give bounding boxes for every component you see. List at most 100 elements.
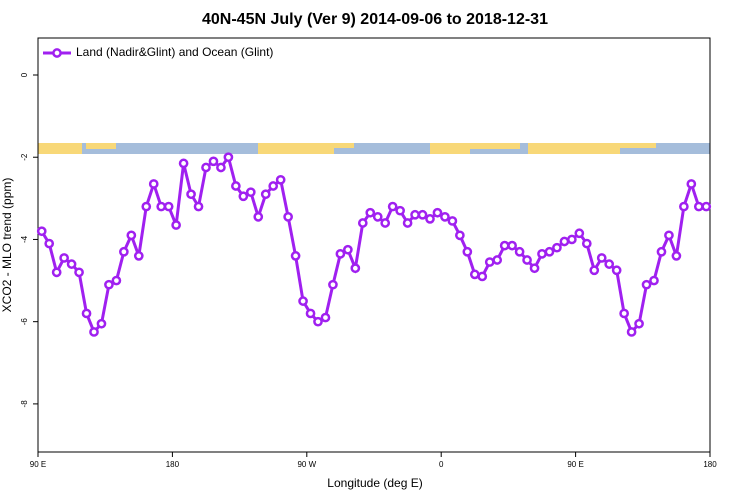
data-point	[447, 216, 458, 226]
data-point	[96, 318, 107, 329]
data-point	[59, 253, 69, 263]
data-point	[634, 318, 644, 329]
data-point	[581, 238, 592, 249]
data-point	[604, 259, 615, 269]
data-point	[552, 242, 562, 253]
data-point	[36, 226, 47, 237]
data-point	[171, 220, 181, 230]
x-tick-label: 0	[439, 460, 444, 469]
chart-title: 40N-45N July (Ver 9) 2014-09-06 to 2018-…	[202, 11, 548, 28]
y-axis-label: XCO2 - MLO trend (ppm)	[0, 178, 14, 313]
data-point	[417, 209, 428, 220]
data-point	[343, 244, 353, 255]
data-point	[679, 201, 689, 212]
x-tick-label: 90 E	[30, 460, 46, 469]
data-point	[193, 201, 204, 212]
data-point	[425, 214, 435, 224]
data-point	[335, 248, 346, 259]
ocean-strip	[38, 143, 710, 154]
data-point	[492, 255, 503, 265]
data-point	[201, 162, 211, 173]
x-axis-label: Longitude (deg E)	[327, 476, 422, 490]
data-point	[238, 191, 249, 202]
data-point	[484, 257, 495, 267]
data-point	[380, 218, 391, 228]
data-point	[387, 201, 398, 212]
land-strip	[620, 143, 656, 148]
data-point	[104, 279, 114, 290]
data-point	[156, 201, 167, 212]
data-point	[320, 312, 331, 323]
data-point	[544, 246, 555, 257]
data-point	[275, 174, 286, 185]
data-point	[701, 201, 712, 212]
data-point	[365, 207, 376, 218]
data-point	[305, 308, 316, 319]
data-point	[216, 162, 226, 173]
data-point	[671, 251, 682, 261]
data-point	[148, 179, 159, 189]
land-strip	[258, 143, 334, 154]
data-point	[559, 236, 570, 247]
data-point	[350, 263, 361, 274]
data-point	[81, 308, 92, 319]
data-point	[499, 240, 510, 251]
data-point	[626, 327, 637, 337]
land-strip	[470, 143, 520, 149]
data-point	[253, 211, 264, 222]
y-tick-label: -4	[20, 235, 29, 243]
data-point	[656, 246, 667, 257]
x-tick-label: 90 E	[567, 460, 583, 469]
data-point	[522, 255, 532, 265]
data-point	[529, 263, 540, 274]
data-point	[163, 201, 174, 212]
data-point	[477, 271, 488, 282]
plot-frame	[37, 37, 711, 453]
land-strip	[86, 143, 116, 149]
y-tick-label: -8	[20, 400, 29, 408]
data-point	[574, 228, 585, 239]
data-point	[66, 259, 77, 269]
data-point	[589, 265, 600, 276]
data-point	[357, 218, 368, 228]
data-point	[133, 251, 144, 261]
data-point	[641, 279, 652, 290]
data-point	[395, 205, 405, 216]
data-point	[328, 279, 338, 290]
land-strip	[430, 143, 470, 154]
legend-marker	[52, 48, 62, 58]
data-point	[74, 267, 84, 278]
data-point	[537, 248, 547, 259]
data-point	[469, 269, 480, 280]
data-point	[432, 207, 443, 218]
data-point	[619, 308, 629, 319]
x-tick-label: 90 W	[297, 460, 316, 469]
data-point	[290, 251, 301, 261]
data-point	[186, 189, 196, 200]
data-point	[693, 201, 704, 212]
data-point	[89, 327, 99, 337]
data-point	[223, 152, 234, 163]
data-point	[440, 211, 450, 222]
data-point	[649, 275, 659, 286]
data-point	[514, 246, 525, 257]
y-tick-label: -2	[20, 153, 29, 161]
data-point	[313, 316, 323, 327]
surface-strip	[38, 143, 710, 154]
data-point	[596, 253, 607, 263]
legend-label: Land (Nadir&Glint) and Ocean (Glint)	[76, 45, 273, 59]
data-point	[51, 267, 62, 278]
data-point	[298, 296, 308, 306]
x-tick-label: 180	[703, 460, 717, 469]
land-strip	[334, 143, 354, 148]
data-point	[455, 230, 465, 241]
data-point	[372, 211, 383, 222]
x-tick-label: 180	[166, 460, 180, 469]
data-point	[44, 238, 55, 249]
data-point	[402, 218, 413, 228]
data-point	[141, 201, 152, 212]
data-point	[462, 246, 473, 257]
data-point	[111, 275, 122, 286]
y-tick-label: -6	[20, 318, 29, 326]
